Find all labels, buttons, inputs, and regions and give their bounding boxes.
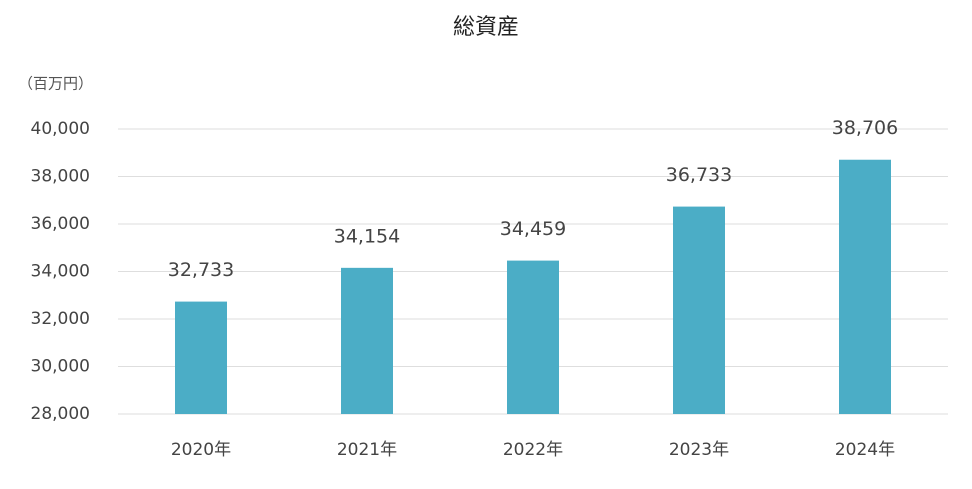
data-label: 34,459 <box>500 218 566 240</box>
bar <box>341 267 393 414</box>
x-tick-label: 2022年 <box>503 440 563 460</box>
y-tick-label: 38,000 <box>31 167 90 187</box>
data-label: 34,154 <box>334 225 400 247</box>
bar <box>673 206 725 414</box>
bar <box>507 260 559 414</box>
bar <box>839 159 891 414</box>
y-tick-label: 30,000 <box>31 357 90 377</box>
bar <box>175 301 227 414</box>
x-tick-label: 2020年 <box>171 440 231 460</box>
data-label: 38,706 <box>832 117 898 139</box>
y-tick-label: 32,000 <box>31 309 90 329</box>
y-axis-label: （百万円） <box>18 75 93 93</box>
chart-title: 総資産 <box>453 15 519 40</box>
x-tick-label: 2021年 <box>337 440 397 460</box>
y-tick-label: 34,000 <box>31 262 90 282</box>
y-tick-label: 40,000 <box>31 119 90 139</box>
data-label: 32,733 <box>168 259 234 281</box>
data-label: 36,733 <box>666 164 732 186</box>
x-tick-label: 2023年 <box>669 440 729 460</box>
x-tick-label: 2024年 <box>835 440 895 460</box>
y-tick-label: 36,000 <box>31 214 90 234</box>
y-tick-label: 28,000 <box>31 404 90 424</box>
